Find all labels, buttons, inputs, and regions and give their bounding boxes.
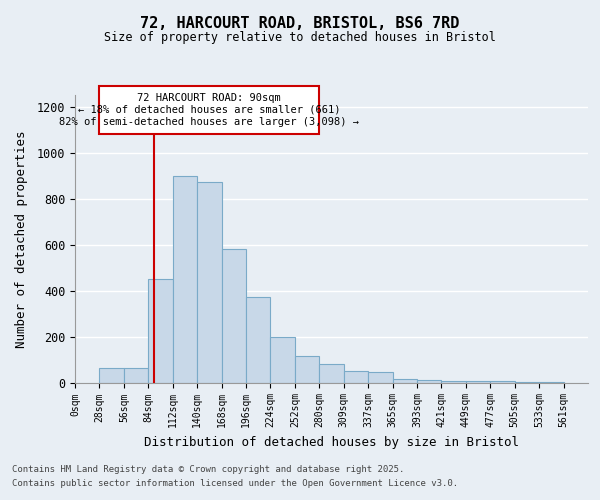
Text: Contains public sector information licensed under the Open Government Licence v3: Contains public sector information licen… <box>12 480 458 488</box>
Bar <box>221 249 246 382</box>
Bar <box>392 379 417 382</box>
Bar <box>100 368 124 382</box>
Bar <box>173 176 197 382</box>
Bar <box>271 336 295 382</box>
Bar <box>124 368 148 382</box>
Bar <box>148 279 173 382</box>
Bar <box>197 182 221 382</box>
Bar <box>417 380 442 382</box>
Bar <box>246 298 271 382</box>
Text: 72, HARCOURT ROAD, BRISTOL, BS6 7RD: 72, HARCOURT ROAD, BRISTOL, BS6 7RD <box>140 16 460 32</box>
Text: Contains HM Land Registry data © Crown copyright and database right 2025.: Contains HM Land Registry data © Crown c… <box>12 466 404 474</box>
Text: 72 HARCOURT ROAD: 90sqm
← 18% of detached houses are smaller (661)
82% of semi-d: 72 HARCOURT ROAD: 90sqm ← 18% of detache… <box>59 94 359 126</box>
Bar <box>295 356 319 382</box>
Bar <box>368 372 392 382</box>
Y-axis label: Number of detached properties: Number of detached properties <box>16 130 28 348</box>
Bar <box>344 371 368 382</box>
Text: Size of property relative to detached houses in Bristol: Size of property relative to detached ho… <box>104 32 496 44</box>
X-axis label: Distribution of detached houses by size in Bristol: Distribution of detached houses by size … <box>144 436 519 449</box>
Bar <box>100 86 319 134</box>
Bar <box>319 364 344 382</box>
